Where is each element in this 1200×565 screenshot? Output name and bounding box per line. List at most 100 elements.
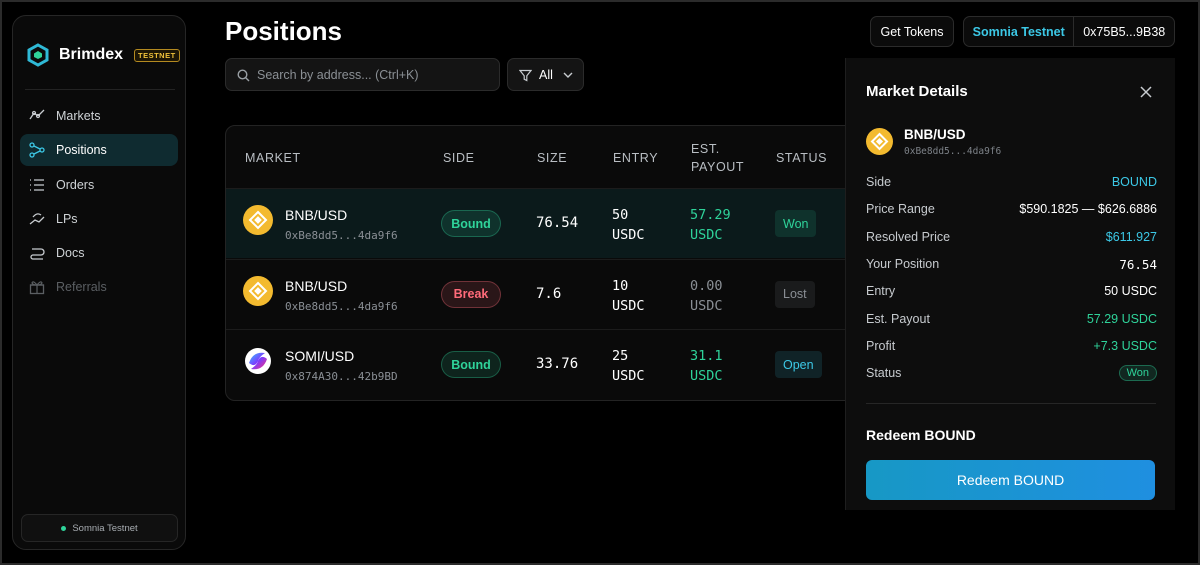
- nav-label: Positions: [56, 143, 107, 157]
- status-tag: Lost: [775, 280, 815, 308]
- market-name: BNB/USD: [285, 277, 348, 294]
- table-row[interactable]: BNB/USD 0xBe8dd5...4da9f6 Break 7.6 10 USDC 0…: [226, 258, 884, 329]
- section-title: Redeem BOUND: [866, 427, 976, 443]
- nav-label: Docs: [56, 246, 85, 260]
- column-header: STATUS: [776, 151, 828, 165]
- nav-item[interactable]: Orders: [20, 169, 178, 201]
- table-row[interactable]: BNB/USD 0xBe8dd5...4da9f6 Bound 76.54 50 USD…: [226, 188, 884, 258]
- entry: 25 USDC: [612, 348, 645, 384]
- size: 7.6: [536, 285, 562, 302]
- token-icon: [243, 205, 273, 235]
- column-header: SIZE: [537, 151, 568, 165]
- detail-value: $590.1825 — $626.6886: [1019, 202, 1157, 217]
- market-name: BNB/USD: [285, 207, 348, 223]
- market-icon: [866, 128, 893, 155]
- nav-icon: [29, 109, 45, 120]
- column-header: SIDE: [443, 151, 475, 165]
- nav-icon: [29, 281, 45, 295]
- panel-title: Market Details: [866, 83, 968, 100]
- detail-value: BOUND: [1111, 175, 1157, 189]
- column-header: MARKET: [245, 151, 301, 165]
- search-icon: [237, 69, 250, 82]
- side-pill: Bound: [441, 351, 501, 378]
- detail-value: 76.54: [1119, 256, 1157, 272]
- column-header: EST. PAYOUT: [691, 142, 745, 174]
- detail-value: $611.927: [1105, 229, 1157, 244]
- filter-label: All: [539, 67, 553, 82]
- nav-label: Orders: [56, 178, 95, 192]
- nav-icon: [30, 248, 45, 260]
- detail-value: +7.3 USDC: [1093, 338, 1157, 353]
- brand-name: Brimdex: [59, 46, 124, 63]
- redeem-button[interactable]: Redeem BOUND: [866, 460, 1155, 500]
- divider: [1073, 17, 1075, 46]
- search-placeholder: Search by address... (Ctrl+K): [257, 67, 419, 82]
- nav-icon: [29, 213, 45, 225]
- status-tag: Won: [775, 210, 817, 237]
- nav-item: Referrals: [20, 271, 178, 303]
- market-address: 0xBe8dd5...4da9f6: [904, 146, 1002, 157]
- brand-logo: [27, 43, 49, 67]
- positions-table: MARKET SIDE SIZE ENTRY EST. PAYOUT STATUS BNB/…: [225, 125, 885, 401]
- status-tag: Open: [775, 351, 822, 378]
- network-label: Somnia Testnet: [72, 522, 138, 534]
- market-details-panel: Market Details BNB/USD 0xBe8dd5...4da9f6…: [845, 58, 1175, 510]
- nav-item[interactable]: Positions: [20, 134, 178, 166]
- detail-label: Profit: [866, 338, 896, 353]
- entry: 10 USDC: [612, 277, 645, 314]
- table-row[interactable]: SOMI/USD 0x874A30...42b9BD Bound 33.76 25 US…: [226, 329, 884, 399]
- detail-label: Your Position: [866, 256, 940, 271]
- sidebar: Brimdex TESTNET Markets Positions Orders LP…: [12, 15, 186, 550]
- token-icon: [245, 348, 271, 374]
- size: 33.76: [536, 356, 579, 372]
- detail-label: Entry: [866, 284, 896, 299]
- detail-value: 57.29 USDC: [1086, 311, 1157, 326]
- entry: 50 USDC: [612, 207, 645, 243]
- column-header: ENTRY: [613, 151, 659, 165]
- market-name: BNB/USD: [904, 127, 966, 142]
- nav-item[interactable]: Docs: [20, 237, 178, 269]
- nav-item[interactable]: LPs: [20, 203, 178, 235]
- nav-icon: [30, 179, 44, 191]
- detail-label: Est. Payout: [866, 311, 930, 326]
- market-name: SOMI/USD: [285, 348, 355, 364]
- search-box[interactable]: Search by address... (Ctrl+K): [225, 58, 500, 91]
- nav-icon: [29, 142, 45, 158]
- est-payout: 57.29 USDC: [690, 207, 731, 243]
- status-dot: [61, 525, 67, 531]
- testnet-badge: TESTNET: [134, 49, 180, 62]
- market-address: 0xBe8dd5...4da9f6: [285, 229, 398, 242]
- market-address: 0x874A30...42b9BD: [285, 370, 398, 383]
- nav-label: Markets: [56, 109, 101, 123]
- get-tokens-button[interactable]: Get Tokens: [870, 16, 954, 47]
- divider: [866, 403, 1156, 404]
- nav-label: Referrals: [56, 280, 107, 294]
- est-payout: 0.00 USDC: [690, 277, 723, 314]
- wallet-group[interactable]: Somnia Testnet 0x75B5...9B38: [963, 16, 1175, 47]
- token-icon: [243, 275, 273, 306]
- close-button[interactable]: [1140, 86, 1152, 98]
- nav-item[interactable]: Markets: [20, 100, 178, 132]
- detail-label: Status: [866, 366, 902, 381]
- detail-label: Resolved Price: [866, 229, 951, 244]
- divider: [25, 89, 175, 90]
- network-name: Somnia Testnet: [972, 24, 1065, 39]
- est-payout: 31.1 USDC: [690, 348, 723, 384]
- size: 76.54: [536, 215, 579, 231]
- network-status[interactable]: Somnia Testnet: [21, 514, 178, 542]
- wallet-address: 0x75B5...9B38: [1083, 24, 1166, 39]
- filter-icon: [519, 69, 532, 82]
- detail-label: Side: [866, 175, 892, 189]
- detail-label: Price Range: [866, 202, 935, 217]
- nav-label: LPs: [56, 212, 78, 226]
- filter-dropdown[interactable]: All: [507, 58, 584, 91]
- chevron: [563, 72, 573, 78]
- side-pill: Bound: [441, 210, 501, 237]
- page-title: Positions: [225, 16, 343, 46]
- market-address: 0xBe8dd5...4da9f6: [285, 299, 398, 313]
- side-pill: Break: [441, 280, 501, 308]
- detail-value: 50 USDC: [1104, 284, 1157, 299]
